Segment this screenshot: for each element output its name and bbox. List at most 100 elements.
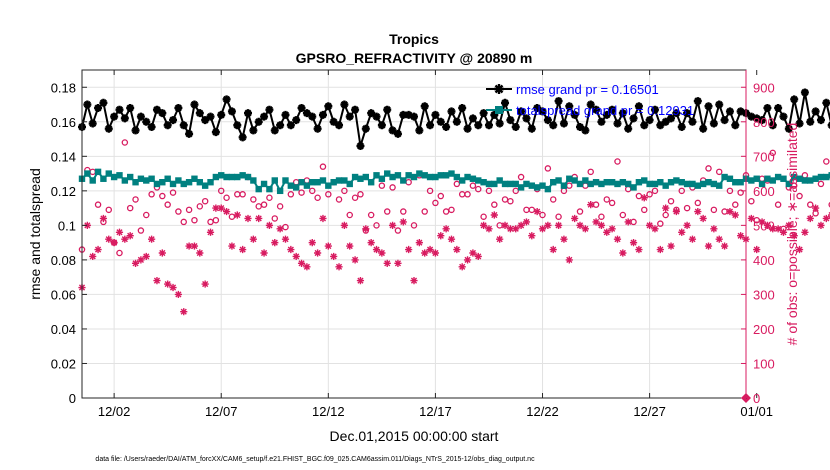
- obs-assimilated-point: [324, 242, 332, 250]
- series-obs_assimilated: [78, 194, 830, 316]
- obs-assimilated-point: [485, 225, 493, 233]
- obs-assimilated-point: [201, 280, 209, 288]
- totalspread-point: [801, 177, 809, 184]
- rmse-point: [725, 107, 734, 116]
- obs-possible-point: [608, 199, 616, 207]
- totalspread-point: [608, 179, 616, 186]
- obs-possible-point: [351, 194, 359, 201]
- obs-assimilated-point: [260, 249, 268, 257]
- rmse-point: [549, 121, 558, 130]
- obs-possible-point: [807, 201, 814, 208]
- x-tick-label: 12/12: [312, 404, 345, 419]
- rmse-point: [736, 107, 745, 116]
- obs-possible-point: [335, 196, 343, 203]
- y-tick-label-right: 200: [753, 322, 775, 337]
- obs-possible-point: [421, 208, 428, 215]
- rmse-point: [618, 109, 627, 118]
- y-tick-label-right: 700: [753, 149, 775, 164]
- totalspread-point: [469, 175, 477, 182]
- obs-assimilated-point: [233, 211, 241, 219]
- rmse-point: [822, 98, 830, 107]
- rmse-point: [83, 100, 92, 109]
- obs-assimilated-point: [255, 214, 263, 223]
- totalspread-point: [453, 173, 461, 181]
- rmse-point: [244, 109, 252, 118]
- rmse-point: [447, 107, 456, 116]
- obs-possible-point: [260, 201, 268, 208]
- rmse-point: [152, 105, 161, 114]
- obs-possible-point: [705, 165, 712, 172]
- totalspread-point: [357, 175, 364, 182]
- rmse-point: [292, 116, 301, 125]
- rmse-point: [270, 126, 279, 135]
- totalspread-point: [576, 180, 584, 188]
- rmse-point: [468, 114, 477, 123]
- obs-assimilated-point: [110, 239, 118, 247]
- totalspread-point: [571, 177, 578, 184]
- totalspread-point: [153, 180, 161, 188]
- obs-possible-point: [228, 213, 236, 220]
- rmse-point: [774, 103, 783, 112]
- obs-assimilated-point: [522, 218, 531, 226]
- obs-possible-point: [576, 208, 584, 215]
- totalspread-point: [437, 172, 444, 179]
- totalspread-point: [683, 180, 691, 188]
- totalspread-point: [394, 172, 402, 179]
- rmse-point: [527, 124, 536, 133]
- obs-possible-point: [774, 201, 782, 208]
- rmse-point: [431, 110, 440, 119]
- obs-assimilated-point: [490, 211, 498, 219]
- obs-possible-point: [678, 187, 685, 195]
- y-tick-label-left: 0.12: [51, 184, 76, 199]
- obs-possible-point: [191, 216, 198, 224]
- obs-assimilated-point: [710, 225, 718, 233]
- rmse-point: [185, 129, 194, 138]
- y-axis-label-right: # of obs: o=possible; ∗=assimilated: [784, 123, 800, 346]
- obs-possible-point: [207, 218, 214, 226]
- rmse-point: [790, 95, 799, 104]
- obs-assimilated-point: [790, 232, 798, 240]
- totalspread-point: [496, 177, 503, 184]
- rmse-point: [260, 112, 269, 121]
- obs-assimilated-point: [747, 214, 755, 223]
- obs-assimilated-point: [222, 207, 231, 216]
- obs-possible-point: [432, 199, 439, 207]
- obs-possible-point: [587, 168, 594, 176]
- obs-possible-point: [126, 204, 134, 212]
- obs-possible-point: [651, 187, 659, 195]
- obs-possible-point: [737, 189, 744, 196]
- x-tick-label: 12/27: [633, 404, 666, 419]
- rmse-point: [217, 110, 226, 119]
- totalspread-point: [790, 173, 798, 181]
- y-tick-label-right: 800: [753, 115, 775, 130]
- obs-possible-point: [271, 215, 279, 222]
- obs-assimilated-point: [501, 221, 509, 229]
- obs-assimilated-point: [560, 235, 568, 243]
- rmse-point: [747, 112, 756, 121]
- obs-possible-point: [367, 211, 375, 219]
- totalspread-point: [309, 179, 316, 186]
- obs-assimilated-point: [683, 221, 691, 229]
- totalspread-point: [201, 182, 209, 189]
- obs-possible-point: [378, 182, 386, 189]
- obs-possible-point: [796, 192, 803, 200]
- obs-possible-point: [748, 197, 755, 205]
- totalspread-point: [566, 175, 573, 182]
- obs-assimilated-point: [388, 221, 397, 229]
- obs-assimilated-point: [737, 232, 745, 240]
- rmse-point: [351, 105, 360, 114]
- obs-assimilated-point: [619, 249, 627, 257]
- obs-possible-point: [137, 227, 145, 234]
- totalspread-point: [191, 175, 198, 182]
- totalspread-point: [169, 180, 177, 188]
- totalspread-point: [512, 180, 519, 188]
- totalspread-point: [303, 182, 311, 189]
- obs-assimilated-point: [303, 263, 311, 271]
- obs-assimilated-point: [297, 259, 306, 267]
- totalspread-point: [448, 170, 455, 177]
- totalspread-point: [234, 173, 241, 181]
- obs-assimilated-point: [608, 225, 616, 233]
- rmse-point: [174, 103, 183, 112]
- obs-possible-point: [148, 191, 155, 198]
